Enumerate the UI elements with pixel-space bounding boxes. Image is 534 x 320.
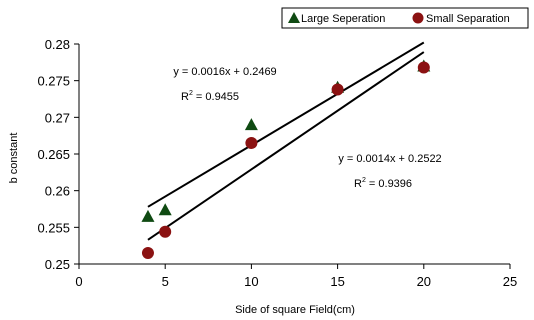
data-point-small	[331, 83, 344, 96]
data-point-small	[417, 61, 430, 74]
y-tick-label: 0.255	[37, 220, 70, 235]
y-tick-label: 0.26	[45, 184, 70, 199]
x-tick-label: 25	[503, 274, 517, 289]
data-points	[141, 59, 431, 259]
data-point-small	[141, 247, 154, 259]
y-axis-title: b constant	[8, 133, 20, 184]
equation-label-small: y = 0.0016x + 0.2469 R2 = 0.9455	[173, 66, 276, 103]
x-tick-label: 10	[244, 274, 258, 289]
trendline-large	[147, 41, 425, 208]
trendline-small	[147, 51, 425, 241]
equation-text-small: y = 0.0016x + 0.2469	[173, 66, 276, 78]
x-axis-title: Side of square Field(cm)	[235, 304, 355, 316]
x-tick-label: 20	[417, 274, 431, 289]
data-point-small	[159, 225, 172, 238]
trendlines	[147, 41, 425, 241]
legend-marker-large	[288, 12, 300, 23]
legend-marker-small	[412, 12, 424, 24]
equation-label-large: y = 0.0014x + 0.2522 R2 = 0.9396	[338, 153, 441, 190]
equation-text-large: y = 0.0014x + 0.2522	[338, 153, 441, 165]
legend-label-large: Large Seperation	[301, 13, 385, 25]
y-tick-label: 0.27	[45, 110, 70, 125]
data-point-small	[245, 137, 258, 149]
legend: Large Seperation Small Separation	[281, 7, 529, 29]
r2-label-large: R2 = 0.9396	[354, 177, 412, 190]
y-tick-label: 0.265	[37, 147, 70, 162]
data-point-large	[158, 203, 172, 216]
y-tick-label: 0.28	[45, 37, 70, 52]
r2-label-small: R2 = 0.9455	[181, 90, 239, 103]
axes: 0.25 0.255 0.26 0.265 0.27 0.275 0.28 0 5 10 15 20 2…	[37, 37, 517, 289]
legend-label-small: Small Separation	[426, 13, 510, 25]
y-tick-label: 0.275	[37, 74, 70, 89]
x-tick-label: 15	[330, 274, 344, 289]
y-tick-label: 0.25	[45, 257, 70, 272]
data-point-large	[141, 209, 155, 222]
legend-box	[281, 7, 529, 29]
x-tick-label: 5	[162, 274, 169, 289]
x-tick-label: 0	[75, 274, 82, 289]
data-point-large	[244, 118, 258, 131]
